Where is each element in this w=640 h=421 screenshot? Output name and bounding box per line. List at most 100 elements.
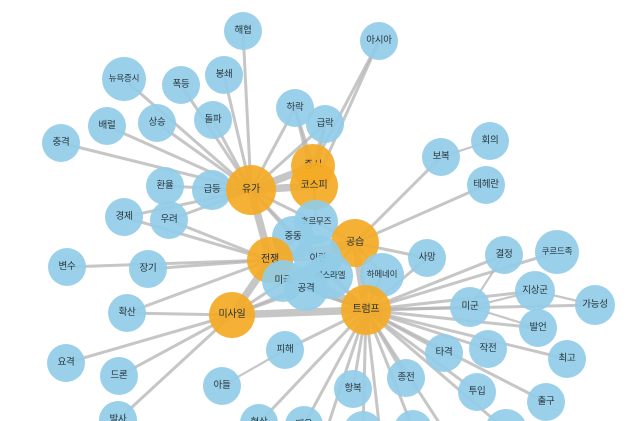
graph-node-결정[interactable]: 결정	[485, 236, 523, 274]
graph-node-label: 타격	[435, 347, 453, 359]
graph-node-label: 테헤란	[473, 179, 499, 191]
graph-node-label: 변수	[58, 261, 76, 273]
graph-node-label: 발언	[529, 322, 547, 334]
graph-edge	[364, 308, 381, 421]
graph-node-label: 발사	[109, 414, 127, 421]
graph-node-돌파[interactable]: 돌파	[194, 101, 232, 139]
graph-node-보복[interactable]: 보복	[422, 138, 460, 176]
graph-node-요격[interactable]: 요격	[47, 344, 85, 382]
graph-node-label: 유가	[242, 184, 260, 195]
graph-node-label: 트럼프	[352, 304, 380, 315]
graph-edge	[241, 29, 253, 192]
graph-node-label: 출구	[537, 396, 555, 408]
graph-node-급락[interactable]: 급락	[306, 105, 344, 143]
graph-node-해협[interactable]: 해협	[224, 12, 262, 50]
graph-node-네타냐후[interactable]: 네타냐후	[485, 409, 527, 421]
graph-node-label: 충격	[52, 137, 70, 149]
graph-edge	[258, 308, 368, 421]
graph-node-장기[interactable]: 장기	[129, 250, 167, 288]
graph-node-쿠르드족[interactable]: 쿠르드족	[535, 230, 579, 274]
graph-node-label: 미군	[461, 301, 479, 313]
graph-node-종전[interactable]: 종전	[387, 359, 425, 397]
graph-node-label: 피해	[276, 344, 294, 356]
graph-node-폭등[interactable]: 폭등	[162, 66, 200, 104]
graph-node-label: 폭등	[172, 79, 190, 91]
graph-node-최고[interactable]: 최고	[548, 340, 586, 378]
graph-node-label: 공습	[346, 237, 364, 248]
graph-node-발언[interactable]: 발언	[519, 309, 557, 347]
graph-edge	[65, 258, 272, 269]
graph-edge	[364, 250, 559, 312]
graph-node-label: 확산	[118, 307, 136, 319]
graph-node-label: 아시아	[366, 35, 392, 47]
graph-node-label: 미사일	[218, 309, 246, 320]
graph-node-label: 환율	[156, 180, 174, 192]
graph-node-label: 항복	[344, 383, 362, 395]
graph-node-label: 중동	[284, 231, 302, 243]
graph-node-label: 배럴	[98, 120, 116, 132]
graph-node-label: 작전	[479, 343, 497, 355]
graph-node-label: 종전	[397, 372, 415, 384]
graph-node-변수[interactable]: 변수	[48, 248, 86, 286]
graph-node-label: 하메네이	[366, 269, 398, 280]
graph-node-label: 봉쇄	[215, 69, 233, 81]
graph-node-우려[interactable]: 우려	[150, 201, 188, 239]
graph-node-매우[interactable]: 매우	[285, 406, 323, 421]
graph-node-미사일[interactable]: 미사일	[209, 292, 255, 338]
graph-node-미군[interactable]: 미군	[450, 287, 490, 327]
graph-node-지상군[interactable]: 지상군	[515, 271, 555, 311]
graph-node-label: 급등	[203, 184, 221, 196]
graph-node-아들[interactable]: 아들	[203, 367, 241, 405]
graph-node-label: 가능성	[582, 299, 608, 311]
graph-node-항복[interactable]: 항복	[334, 370, 372, 408]
graph-node-목표[interactable]: 목표	[394, 410, 432, 421]
graph-edge	[116, 313, 234, 421]
graph-node-가능성[interactable]: 가능성	[575, 285, 615, 325]
graph-node-작전[interactable]: 작전	[469, 330, 507, 368]
graph-node-사망[interactable]: 사망	[408, 239, 446, 277]
graph-node-확산[interactable]: 확산	[108, 294, 146, 332]
graph-node-트럼프[interactable]: 트럼프	[341, 285, 391, 335]
graph-node-label: 보복	[432, 151, 450, 163]
graph-node-유가[interactable]: 유가	[226, 165, 276, 215]
graph-edge	[364, 308, 569, 361]
graph-node-협상[interactable]: 협상	[240, 404, 278, 421]
graph-node-충격[interactable]: 충격	[42, 124, 80, 162]
graph-node-테헤란[interactable]: 테헤란	[467, 166, 505, 204]
graph-node-label: 해협	[234, 25, 252, 37]
graph-node-label: 사망	[418, 252, 436, 264]
graph-node-label: 아들	[213, 380, 231, 392]
graph-node-회의[interactable]: 회의	[471, 122, 509, 160]
graph-node-투입[interactable]: 투입	[458, 373, 496, 411]
graph-node-발사[interactable]: 발사	[99, 401, 137, 421]
graph-node-label: 공격	[297, 283, 315, 295]
graph-edge	[122, 215, 272, 262]
graph-node-label: 장기	[139, 263, 157, 275]
graph-node-label: 요격	[57, 357, 75, 369]
graph-node-배럴[interactable]: 배럴	[88, 107, 126, 145]
graph-node-제거[interactable]: 제거	[344, 411, 382, 421]
graph-node-피해[interactable]: 피해	[266, 331, 304, 369]
graph-edge	[125, 258, 272, 315]
graph-node-타격[interactable]: 타격	[425, 334, 463, 372]
graph-node-label: 지상군	[522, 285, 548, 297]
graph-node-공격[interactable]: 공격	[284, 267, 328, 311]
graph-node-label: 우려	[160, 214, 178, 226]
graph-node-label: 코스피	[300, 180, 328, 191]
graph-node-label: 상승	[148, 117, 166, 129]
graph-node-봉쇄[interactable]: 봉쇄	[205, 56, 243, 94]
graph-node-출구[interactable]: 출구	[527, 383, 565, 421]
graph-node-label: 경제	[115, 211, 133, 223]
graph-node-경제[interactable]: 경제	[105, 198, 143, 236]
graph-node-뉴욕증시[interactable]: 뉴욕증시	[102, 57, 146, 101]
graph-node-label: 투입	[468, 386, 486, 398]
graph-edge	[311, 39, 381, 168]
graph-node-환율[interactable]: 환율	[146, 167, 184, 205]
graph-node-상승[interactable]: 상승	[138, 104, 176, 142]
graph-node-아시아[interactable]: 아시아	[360, 22, 398, 60]
graph-node-label: 쿠르드족	[541, 246, 573, 257]
graph-node-label: 결정	[495, 249, 513, 261]
graph-node-드론[interactable]: 드론	[100, 357, 138, 395]
